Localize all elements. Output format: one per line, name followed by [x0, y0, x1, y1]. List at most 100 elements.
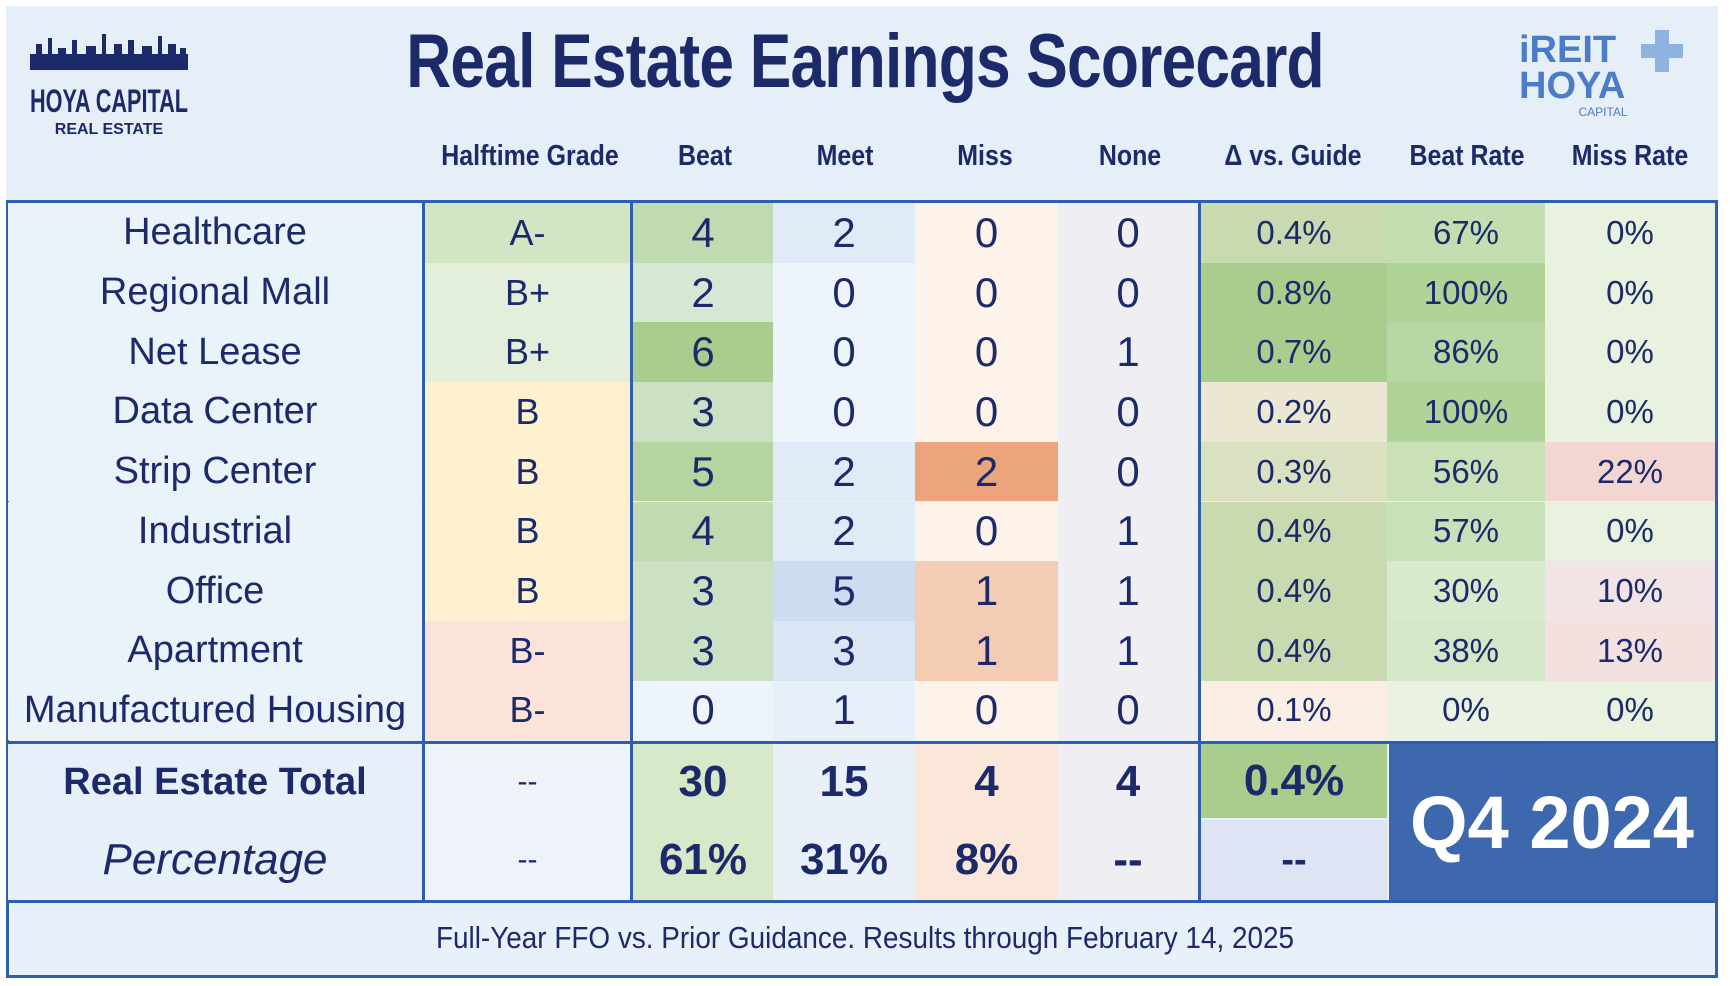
col-header-delta: Δ vs. Guide: [1224, 140, 1362, 172]
page-title: Real Estate Earnings Scorecard: [406, 19, 1324, 104]
col-divider: [422, 200, 425, 900]
sector-label: Manufactured Housing: [8, 680, 422, 741]
cell-miss-rate: 10%: [1545, 561, 1715, 621]
percentage-row-none: --: [1058, 820, 1198, 900]
cell-grade: B: [425, 382, 630, 442]
cell-miss: 0: [915, 262, 1058, 323]
percentage-row-miss: 8%: [915, 820, 1058, 900]
cell-delta: 0.4%: [1201, 501, 1387, 562]
skyline-icon: [30, 34, 188, 70]
cell-meet: 0: [773, 262, 915, 323]
logo-right-line1: iREIT: [1519, 29, 1616, 71]
cell-grade: B: [425, 501, 630, 562]
sector-label: Data Center: [8, 382, 422, 442]
cell-none: 1: [1058, 322, 1198, 383]
cell-none: 0: [1058, 441, 1198, 502]
cell-delta: 0.4%: [1201, 561, 1387, 621]
cell-none: 0: [1058, 262, 1198, 323]
cell-beat: 5: [633, 441, 773, 502]
cell-none: 0: [1058, 203, 1198, 263]
cell-meet: 2: [773, 501, 915, 562]
cell-miss: 0: [915, 680, 1058, 741]
cell-beat-rate: 56%: [1387, 441, 1545, 502]
col-header-none: None: [1098, 140, 1162, 172]
sector-label: Net Lease: [8, 322, 422, 383]
plus-icon: [1641, 30, 1683, 72]
cell-miss: 2: [915, 441, 1058, 502]
cell-miss-rate: 0%: [1545, 322, 1715, 383]
logo-right-line3: CAPITAL: [1578, 105, 1627, 119]
total-row-miss: 4: [915, 744, 1058, 820]
cell-miss: 0: [915, 203, 1058, 263]
cell-grade: B-: [425, 620, 630, 681]
cell-meet: 0: [773, 322, 915, 383]
cell-miss: 0: [915, 322, 1058, 383]
footer-note: Full-Year FFO vs. Prior Guidance. Result…: [435, 920, 1295, 955]
cell-meet: 0: [773, 382, 915, 442]
logo-left-line2: REAL ESTATE: [55, 121, 164, 138]
cell-meet: 1: [773, 680, 915, 741]
ireit-hoya-logo: iREIT HOYA CAPITAL: [1519, 29, 1683, 119]
cell-beat: 4: [633, 501, 773, 562]
cell-miss-rate: 0%: [1545, 501, 1715, 562]
cell-delta: 0.2%: [1201, 382, 1387, 442]
cell-none: 0: [1058, 382, 1198, 442]
cell-grade: B: [425, 561, 630, 621]
header-divider: [6, 200, 1718, 203]
cell-miss: 1: [915, 620, 1058, 681]
percentage-row-delta: --: [1201, 820, 1387, 900]
total-row-delta: 0.4%: [1201, 744, 1387, 818]
cell-miss-rate: 0%: [1545, 680, 1715, 741]
cell-delta: 0.4%: [1201, 203, 1387, 263]
cell-miss-rate: 0%: [1545, 262, 1715, 323]
percentage-row-grade: --: [425, 820, 630, 900]
cell-beat-rate: 38%: [1387, 620, 1545, 681]
col-header-miss: Miss: [957, 140, 1013, 172]
cell-none: 1: [1058, 620, 1198, 681]
cell-beat-rate: 86%: [1387, 322, 1545, 383]
col-header-grade: Halftime Grade: [441, 140, 619, 172]
cell-beat-rate: 100%: [1387, 262, 1545, 323]
cell-beat: 4: [633, 203, 773, 263]
cell-beat: 3: [633, 382, 773, 442]
total-row-none: 4: [1058, 744, 1198, 820]
col-divider: [630, 200, 633, 900]
col-header-beat-rate: Beat Rate: [1409, 140, 1525, 172]
cell-beat: 6: [633, 322, 773, 383]
cell-none: 1: [1058, 501, 1198, 562]
cell-grade: A-: [425, 203, 630, 263]
footer-divider: [6, 900, 1718, 903]
percentage-row-meet: 31%: [773, 820, 915, 900]
cell-meet: 3: [773, 620, 915, 681]
col-divider: [1198, 200, 1201, 900]
cell-meet: 5: [773, 561, 915, 621]
cell-miss-rate: 22%: [1545, 441, 1715, 502]
total-divider: [6, 741, 1718, 744]
col-header-beat: Beat: [677, 140, 733, 172]
cell-grade: B+: [425, 322, 630, 383]
cell-meet: 2: [773, 203, 915, 263]
cell-beat-rate: 100%: [1387, 382, 1545, 442]
cell-miss-rate: 0%: [1545, 203, 1715, 263]
sector-label: Office: [8, 561, 422, 621]
sector-label: Apartment: [8, 620, 422, 681]
cell-grade: B+: [425, 262, 630, 323]
cell-grade: B: [425, 441, 630, 502]
cell-miss: 0: [915, 382, 1058, 442]
cell-delta: 0.7%: [1201, 322, 1387, 383]
cell-meet: 2: [773, 441, 915, 502]
sector-label: Regional Mall: [8, 262, 422, 323]
cell-beat: 3: [633, 561, 773, 621]
cell-beat: 2: [633, 262, 773, 323]
cell-beat-rate: 57%: [1387, 501, 1545, 562]
total-row-meet: 15: [773, 744, 915, 820]
col-header-miss-rate: Miss Rate: [1571, 140, 1689, 172]
cell-delta: 0.3%: [1201, 441, 1387, 502]
sector-label: Industrial: [8, 501, 422, 562]
cell-delta: 0.4%: [1201, 620, 1387, 681]
cell-grade: B-: [425, 680, 630, 741]
cell-miss-rate: 13%: [1545, 620, 1715, 681]
percentage-row-beat: 61%: [633, 820, 773, 900]
total-row-sector: Real Estate Total: [8, 744, 422, 820]
header: [6, 6, 1718, 201]
